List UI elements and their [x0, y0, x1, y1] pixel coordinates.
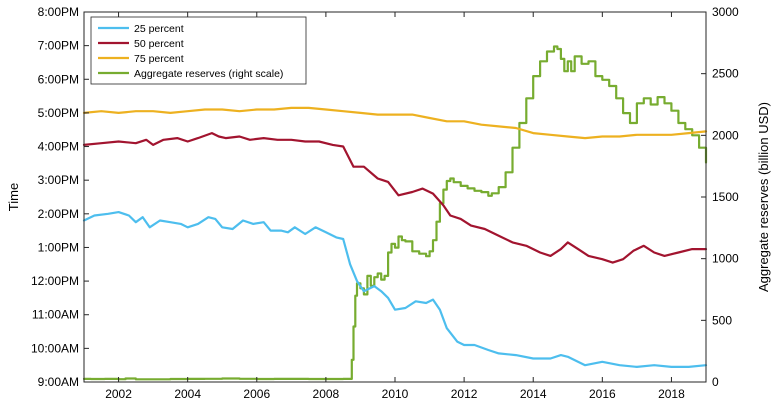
x-tick-label: 2002 — [105, 387, 132, 401]
legend-label-1: 50 percent — [134, 38, 184, 50]
legend-label-2: 75 percent — [134, 53, 184, 65]
legend-label-0: 25 percent — [134, 23, 184, 35]
legend-label-3: Aggregate reserves (right scale) — [134, 68, 283, 80]
x-tick-label: 2004 — [174, 387, 201, 401]
series-line-3 — [82, 45, 708, 381]
y-tick-label: 4:00PM — [38, 140, 79, 154]
x-tick-label: 2018 — [658, 387, 685, 401]
series-line-0 — [82, 211, 708, 368]
x-tick-label: 2014 — [520, 387, 547, 401]
y-tick-label: 1:00PM — [38, 240, 79, 254]
y-tick-label: 2:00PM — [38, 207, 79, 221]
y-tick-label: 12:00PM — [31, 274, 79, 288]
series-line-2 — [82, 106, 708, 140]
y-axis-title: Time — [6, 183, 21, 211]
x-tick-label: 2012 — [451, 387, 478, 401]
axes: 2002 2004 2006 2008 2010 2012 2014 2016 2018 9:00… — [31, 5, 739, 401]
y2-tick-label: 0 — [712, 375, 719, 389]
x-tick-label: 2010 — [382, 387, 409, 401]
y2-tick-label: 1000 — [712, 252, 739, 266]
plot-content — [82, 45, 708, 381]
series-line-1 — [82, 132, 708, 264]
y-tick-label: 10:00AM — [31, 341, 79, 355]
y2-tick-label: 500 — [712, 313, 732, 327]
x-tick-label: 2016 — [589, 387, 616, 401]
y-tick-label: 9:00AM — [38, 375, 79, 389]
y2-tick-label: 2500 — [712, 67, 739, 81]
y-tick-label: 7:00PM — [38, 39, 79, 53]
y-tick-label: 5:00PM — [38, 106, 79, 120]
x-tick-label: 2006 — [243, 387, 270, 401]
y2-axis-title: Aggregate reserves (billion USD) — [756, 102, 771, 292]
x-tick-label: 2008 — [313, 387, 340, 401]
y2-tick-label: 2000 — [712, 128, 739, 142]
legend: 25 percent 50 percent 75 percent Aggregate … — [90, 16, 307, 85]
y-tick-label: 8:00PM — [38, 5, 79, 19]
y-tick-label: 3:00PM — [38, 173, 79, 187]
y-tick-label: 6:00PM — [38, 72, 79, 86]
y2-tick-label: 3000 — [712, 5, 739, 19]
y2-tick-label: 1500 — [712, 190, 739, 204]
y-tick-label: 11:00AM — [32, 308, 79, 322]
